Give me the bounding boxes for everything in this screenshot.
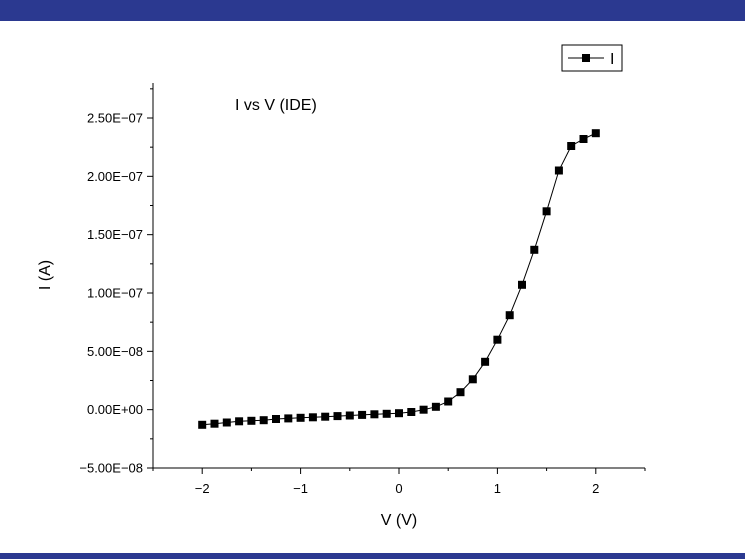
data-point [321, 412, 330, 421]
legend: I [561, 44, 623, 72]
legend-marker [582, 54, 590, 62]
data-point [456, 388, 465, 397]
data-point [579, 135, 588, 143]
data-point [444, 397, 453, 406]
data-point [591, 129, 600, 138]
data-point [382, 409, 391, 418]
x-tick-label: 2 [592, 481, 599, 496]
x-tick-label: −2 [195, 481, 210, 496]
data-point [222, 418, 231, 427]
data-point [235, 417, 244, 426]
data-point [493, 335, 502, 344]
bottom-band [0, 553, 745, 559]
data-point [198, 420, 207, 429]
x-tick-label: 1 [494, 481, 501, 496]
data-point [554, 166, 563, 175]
y-tick-label: 2.50E−07 [87, 111, 143, 126]
data-point [505, 311, 514, 320]
data-point [370, 410, 379, 419]
data-point [481, 357, 490, 366]
data-point [358, 410, 367, 419]
data-point [468, 375, 477, 384]
data-point [407, 408, 416, 416]
data-point [284, 414, 293, 423]
x-ticks: −2 −1 0 1 2 [152, 468, 646, 496]
data-point [419, 405, 428, 414]
data-point [567, 142, 576, 150]
x-tick-label: 0 [395, 481, 402, 496]
top-band [0, 0, 745, 21]
data-point [247, 416, 256, 425]
y-tick-label: 1.00E−07 [87, 286, 143, 301]
data-point [308, 413, 317, 422]
data-point [272, 415, 280, 423]
chart-annotation: I vs V (IDE) [235, 97, 317, 114]
legend-label: I [610, 51, 614, 68]
data-point [345, 411, 354, 420]
y-ticks: −5.00E−08 0.00E+00 5.00E−08 1.00E−07 1.50E−0… [79, 88, 153, 476]
x-tick-label: −1 [293, 481, 308, 496]
y-tick-label: −5.00E−08 [79, 461, 143, 476]
x-axis-title: V (V) [381, 512, 417, 529]
data-point [530, 245, 539, 254]
series-line [202, 132, 597, 426]
y-tick-label: 2.00E−07 [87, 169, 143, 184]
y-tick-label: 1.50E−07 [87, 227, 143, 242]
data-point [296, 413, 305, 422]
data-point [210, 419, 219, 428]
data-point [395, 409, 403, 418]
y-axis-title: I (A) [37, 260, 54, 290]
data-point [333, 412, 342, 421]
y-tick-label: 5.00E−08 [87, 344, 143, 359]
series-layer [198, 129, 600, 429]
data-point [542, 207, 551, 216]
data-point [431, 402, 440, 411]
data-point [259, 416, 268, 425]
y-tick-label: 0.00E+00 [87, 402, 143, 417]
data-point [518, 280, 526, 289]
